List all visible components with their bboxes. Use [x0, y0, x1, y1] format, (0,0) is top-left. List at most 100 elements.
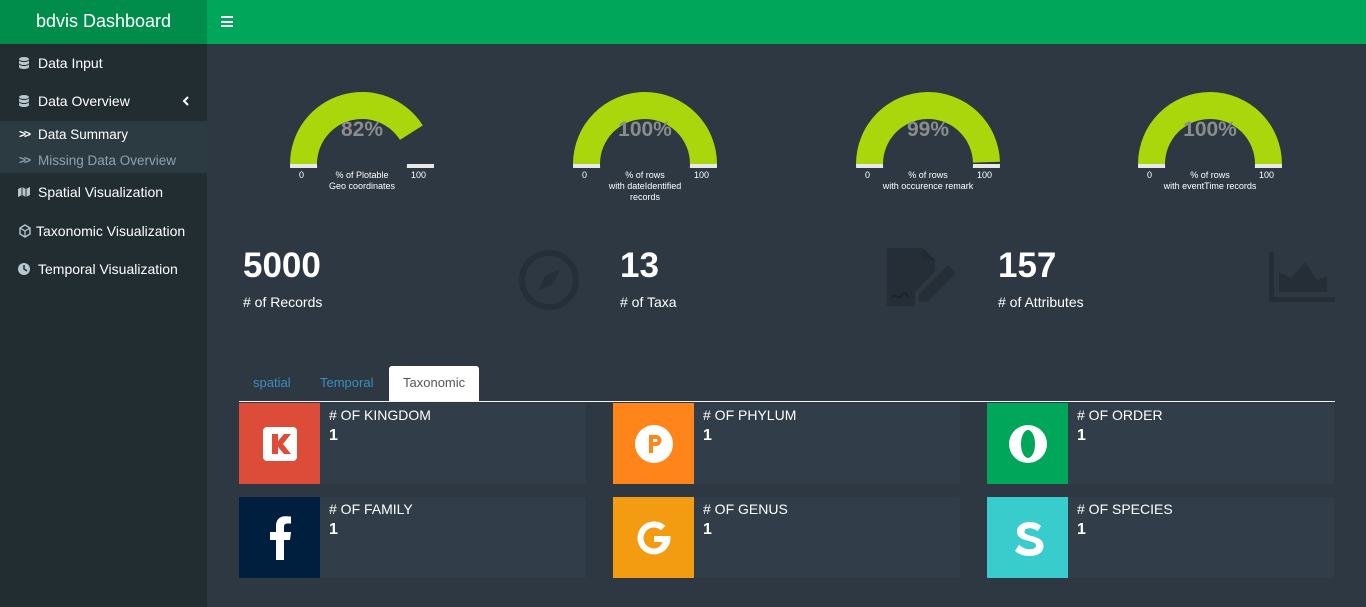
gauge-label: % of rows with eventTime records — [1163, 170, 1257, 191]
clock-icon — [18, 263, 30, 275]
sidebar-item-taxonomic[interactable]: Taxonomic Visualization — [0, 213, 207, 249]
info-box-number: 1 — [703, 521, 712, 538]
info-box-icon-bg — [239, 403, 320, 484]
gauge-date-identified: 100% 0 100 % of rows with dateIdentified … — [560, 68, 730, 202]
sidebar-item-data-overview[interactable]: Data Overview — [0, 83, 207, 119]
hamburger-menu-icon[interactable] — [221, 16, 233, 27]
value-box-label: # of Taxa — [620, 294, 677, 310]
info-box-number: 1 — [329, 521, 338, 538]
gauge-fill — [290, 92, 423, 164]
gauge-value: 100% — [1183, 118, 1237, 141]
gauge-track — [573, 164, 717, 168]
gauge-max: 100 — [1259, 170, 1275, 180]
info-box-text: # of Phylum — [703, 407, 797, 423]
info-box-icon-bg — [613, 497, 694, 578]
info-box-icon-bg — [987, 497, 1068, 578]
double-chevron-right-icon: >> — [19, 127, 31, 141]
info-box-kingdom: # of Kingdom 1 — [239, 403, 586, 484]
info-box-number: 1 — [329, 427, 338, 444]
info-box-icon-bg — [239, 497, 320, 578]
info-box-number: 1 — [703, 427, 712, 444]
gauge-min: 0 — [582, 170, 588, 180]
gauge-track — [1138, 164, 1282, 168]
submenu-item-label: Missing Data Overview — [38, 152, 177, 168]
gauge-event-time: 100% 0 100 % of rows with eventTime recor… — [1125, 68, 1295, 191]
area-chart-icon — [1269, 252, 1335, 302]
gauge-geo: 82% 0 100 % of Plotable Geo coordinates — [277, 68, 447, 191]
sidebar-item-label: Spatial Visualization — [38, 184, 164, 200]
sidebar-item-label: Data Input — [38, 55, 103, 71]
app-logo[interactable]: bdvis Dashboard — [0, 0, 207, 44]
info-box-icon-bg — [613, 403, 694, 484]
double-chevron-right-icon: >> — [19, 153, 31, 167]
google-icon — [637, 520, 670, 554]
gauge-min: 0 — [299, 170, 305, 180]
gauge-fill — [1138, 92, 1282, 164]
tab-temporal[interactable]: Temporal — [320, 375, 374, 390]
sidebar-item-label: Taxonomic Visualization — [36, 223, 186, 239]
gauge-fill — [856, 91, 1000, 164]
compass-icon — [519, 250, 579, 310]
value-box-label: # of Records — [243, 294, 323, 310]
product-hunt-icon — [634, 424, 673, 463]
gauge-arc — [1138, 92, 1282, 168]
stripe-s-icon — [1014, 521, 1043, 556]
gauge-label: % of rows with dateIdentified records — [608, 170, 682, 202]
facebook-icon — [269, 515, 291, 560]
tab-taxonomic[interactable]: Taxonomic — [389, 366, 480, 401]
info-box-genus: # of Genus 1 — [613, 497, 960, 578]
info-box-phylum: # of Phylum 1 — [613, 403, 960, 484]
sidebar-item-label: Data Overview — [38, 93, 130, 109]
sidebar-item-label: Temporal Visualization — [38, 261, 178, 277]
database-icon — [19, 57, 29, 69]
info-box-order: # of Order 1 — [987, 403, 1334, 484]
tree-icon — [19, 224, 31, 238]
gauge-arc — [573, 92, 717, 168]
info-box-species: # of Species 1 — [987, 497, 1334, 578]
tab-bar: spatial Temporal Taxonomic — [239, 366, 1335, 402]
info-box-number: 1 — [1077, 521, 1086, 538]
submenu-item-missing-data[interactable]: >> Missing Data Overview — [0, 148, 207, 172]
gauge-label: % of Plotable Geo coordinates — [328, 170, 396, 191]
gauge-track — [290, 164, 434, 168]
gauge-value: 99% — [906, 118, 950, 141]
sidebar-item-spatial[interactable]: Spatial Visualization — [0, 174, 207, 210]
kickstarter-icon — [262, 426, 297, 461]
gauge-arc — [856, 91, 1000, 168]
gauge-max: 100 — [977, 170, 993, 180]
gauge-fill — [573, 92, 717, 164]
gauge-min: 0 — [865, 170, 871, 180]
submenu-item-label: Data Summary — [38, 126, 129, 142]
submenu-data-overview: >> Data Summary >> Missing Data Overview — [0, 121, 207, 173]
info-box-text: # of Genus — [703, 501, 788, 517]
value-box-number: 13 — [620, 246, 659, 285]
app-title: bdvis Dashboard — [35, 11, 172, 31]
gauge-min: 0 — [1147, 170, 1153, 180]
submenu-item-data-summary[interactable]: >> Data Summary — [0, 122, 207, 146]
gauge-value: 100% — [618, 118, 672, 141]
gauge-max: 100 — [411, 170, 427, 180]
info-box-number: 1 — [1077, 427, 1086, 444]
map-icon — [18, 187, 30, 197]
info-box-text: # of Family — [329, 501, 413, 517]
sidebar-item-temporal[interactable]: Temporal Visualization — [0, 251, 207, 287]
info-box-text: # of Order — [1077, 407, 1163, 423]
info-box-family: # of Family 1 — [239, 497, 586, 578]
opera-icon — [1008, 424, 1047, 463]
chevron-left-icon — [182, 96, 189, 106]
database-icon — [19, 95, 29, 107]
tab-spatial[interactable]: spatial — [253, 375, 291, 390]
value-box-number: 157 — [998, 246, 1057, 285]
info-box-icon-bg — [987, 403, 1068, 484]
gauge-max: 100 — [694, 170, 710, 180]
value-box-label: # of Attributes — [998, 294, 1084, 310]
value-box-records: 5000 # of Records — [234, 238, 584, 330]
gauge-occurence-remark: 99% 0 100 % of rows with occurence remark — [843, 68, 1013, 191]
sidebar: Data Input Data Overview >> Data Summary… — [0, 44, 207, 607]
info-box-text: # of Species — [1077, 501, 1173, 517]
gauge-label: % of rows with occurence remark — [882, 170, 974, 191]
info-box-text: # of Kingdom — [329, 407, 431, 423]
main-content: 82% 0 100 % of Plotable Geo coordinates 1… — [207, 44, 1366, 607]
sidebar-item-data-input[interactable]: Data Input — [0, 45, 207, 81]
top-navbar — [207, 0, 1366, 44]
